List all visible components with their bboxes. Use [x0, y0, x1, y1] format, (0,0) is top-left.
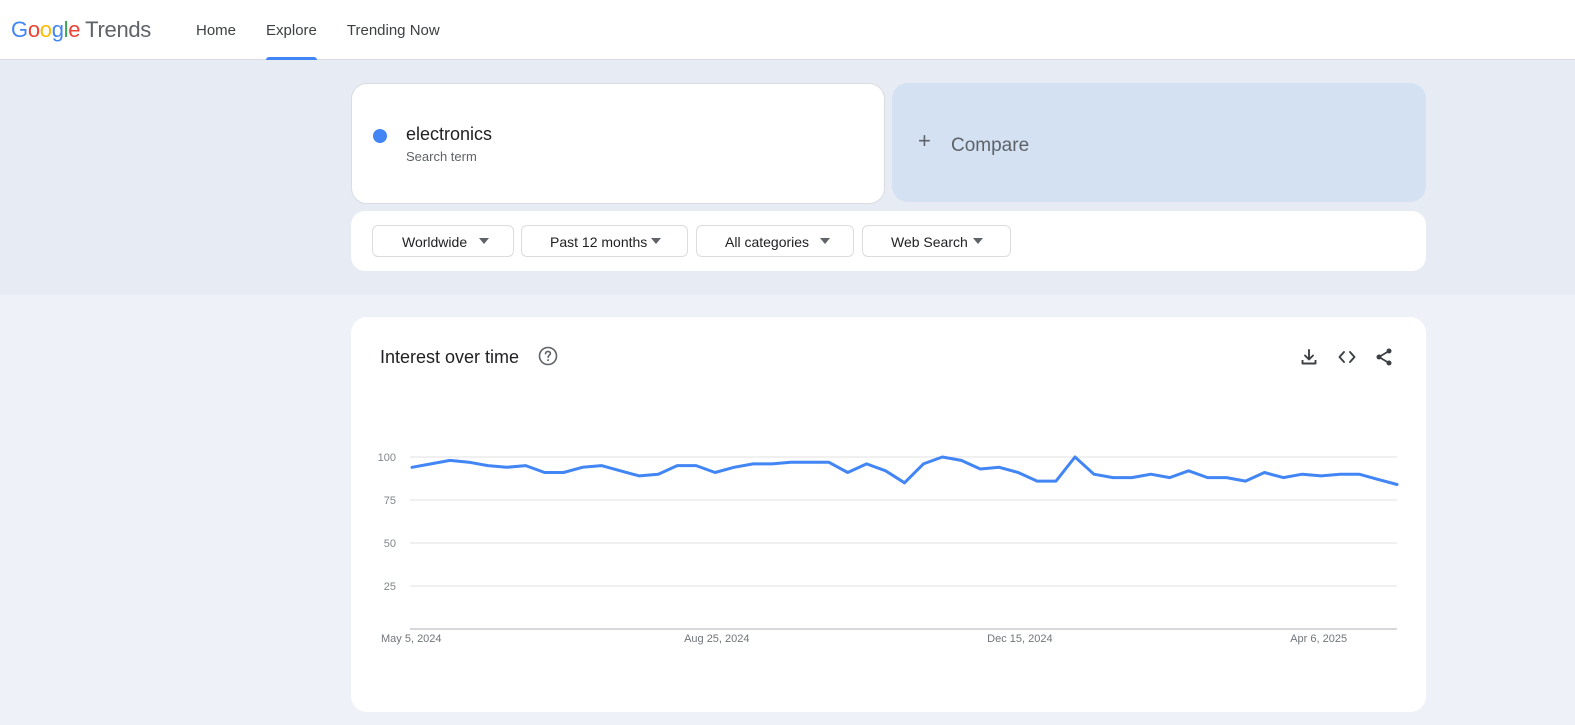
- nav-home[interactable]: Home: [196, 22, 237, 39]
- y-tick-label-25: 25: [384, 581, 396, 593]
- region-dropdown[interactable]: Worldwide: [372, 225, 514, 257]
- embed-code-icon[interactable]: [1337, 347, 1357, 367]
- caret-down-icon: [651, 238, 661, 244]
- top-bar: Google Trends Home Explore Trending Now: [0, 0, 1575, 61]
- caret-down-icon: [973, 238, 983, 244]
- compare-label: Compare: [951, 135, 1030, 156]
- search-property-dropdown[interactable]: Web Search: [862, 225, 1011, 257]
- search-term-card[interactable]: electronics Search term: [351, 83, 885, 204]
- caret-down-icon: [820, 238, 830, 244]
- y-tick-label-100: 100: [378, 452, 396, 464]
- share-icon[interactable]: [1374, 347, 1394, 367]
- category-dropdown[interactable]: All categories: [696, 225, 854, 257]
- filter-bar: Worldwide Past 12 months All categories …: [351, 211, 1426, 271]
- time-range-dropdown[interactable]: Past 12 months: [521, 225, 688, 257]
- download-icon[interactable]: [1299, 347, 1319, 367]
- series-line-electronics: [410, 455, 1399, 486]
- caret-down-icon: [479, 238, 489, 244]
- plus-icon: +: [918, 128, 931, 153]
- y-tick-label-50: 50: [384, 538, 396, 550]
- category-dropdown-label: All categories: [725, 234, 810, 250]
- search-term-type: Search term: [406, 149, 477, 164]
- interest-over-time-card: Interest over time 25 50 75 100 May 5, 2024 A…: [351, 317, 1426, 712]
- main-nav: Home Explore Trending Now: [196, 0, 470, 61]
- trends-wordmark: Trends: [85, 17, 152, 42]
- time-range-dropdown-label: Past 12 months: [550, 234, 648, 250]
- google-trends-logo[interactable]: Google Trends: [11, 16, 151, 44]
- chart-title: Interest over time: [380, 347, 520, 367]
- x-tick-label: Dec 15, 2024: [987, 633, 1052, 645]
- interest-line-chart: 25 50 75 100 May 5, 2024 Aug 25, 2024 Dec 15, …: [378, 452, 1399, 645]
- term-color-dot: [373, 129, 387, 143]
- x-tick-label: Aug 25, 2024: [684, 633, 749, 645]
- x-tick-label: Apr 6, 2025: [1290, 633, 1347, 645]
- google-wordmark: Google: [11, 17, 81, 42]
- search-term-name[interactable]: electronics: [406, 124, 493, 144]
- help-icon[interactable]: [538, 346, 558, 366]
- nav-trending-now[interactable]: Trending Now: [346, 22, 440, 39]
- y-tick-label-75: 75: [384, 495, 396, 507]
- nav-explore[interactable]: Explore: [266, 0, 317, 61]
- region-dropdown-label: Worldwide: [402, 234, 468, 250]
- compare-button[interactable]: + Compare: [892, 83, 1426, 202]
- search-property-dropdown-label: Web Search: [891, 234, 968, 250]
- x-tick-label: May 5, 2024: [381, 633, 442, 645]
